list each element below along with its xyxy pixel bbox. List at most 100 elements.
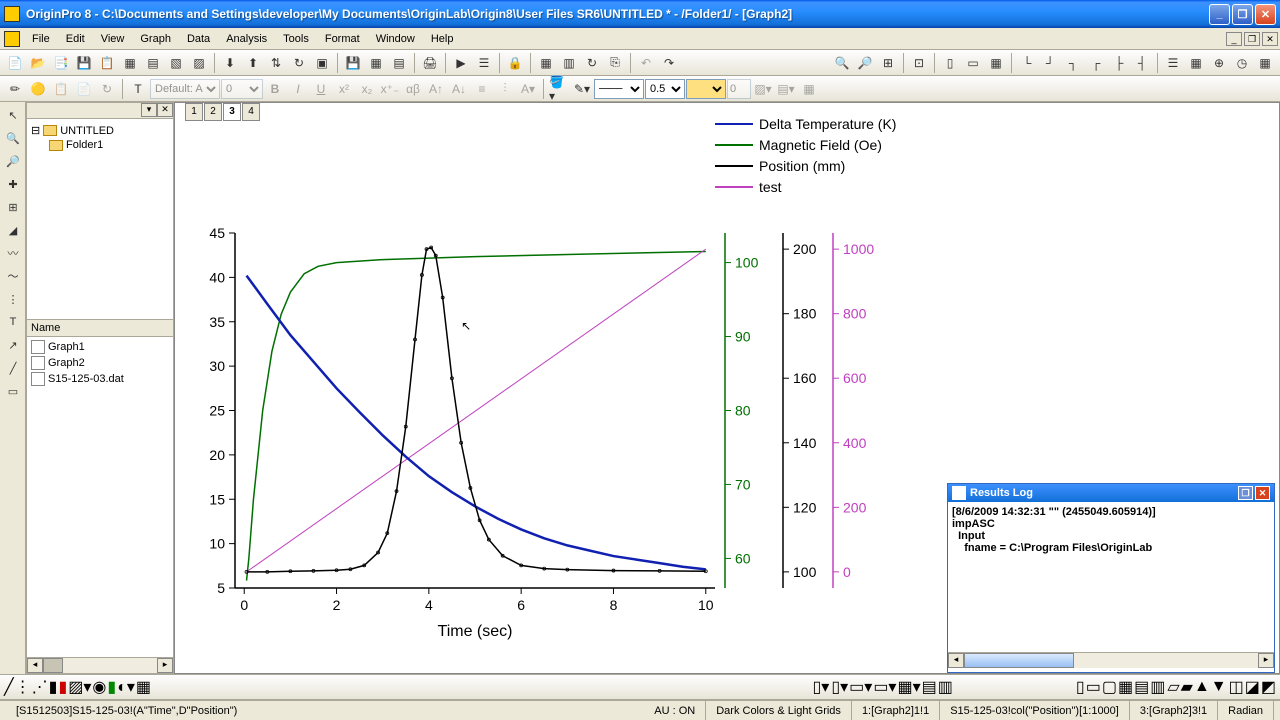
add-column-icon[interactable]: ▥: [558, 52, 580, 74]
new-workbook-icon[interactable]: ▦: [119, 52, 141, 74]
axis5-icon[interactable]: ├: [1108, 52, 1130, 74]
arrow-icon[interactable]: ↗: [2, 334, 24, 356]
slide-show-icon[interactable]: ☰: [473, 52, 495, 74]
zoom-out-icon[interactable]: 🔎: [854, 52, 876, 74]
menu-window[interactable]: Window: [368, 31, 423, 47]
template-plot-icon[interactable]: ▦: [136, 677, 151, 697]
refresh-icon[interactable]: ↻: [581, 52, 603, 74]
fill-color-icon[interactable]: 🪣▾: [548, 78, 570, 100]
line-plot-icon[interactable]: ╱: [4, 677, 14, 697]
3d-plot-icon[interactable]: ◐▾: [117, 677, 135, 697]
line-color-icon[interactable]: ✎▾: [571, 78, 593, 100]
menu-help[interactable]: Help: [423, 31, 462, 47]
results-log-body[interactable]: [8/6/2009 14:32:31 "" (2455049.605914)] …: [948, 502, 1274, 652]
mdi-close[interactable]: ✕: [1262, 32, 1278, 46]
axis2-icon[interactable]: ┘: [1039, 52, 1061, 74]
screen-reader-icon[interactable]: ⊡: [908, 52, 930, 74]
results-log-close[interactable]: ✕: [1255, 486, 1270, 500]
save-project-icon[interactable]: 💾: [342, 52, 364, 74]
duplicate-icon[interactable]: ⎘: [604, 52, 626, 74]
scroll-thumb[interactable]: [43, 658, 63, 673]
lock-icon[interactable]: 🔒: [504, 52, 526, 74]
import-multiple-icon[interactable]: ⇅: [265, 52, 287, 74]
close-button[interactable]: ✕: [1255, 4, 1276, 25]
results-icon[interactable]: ▤: [388, 52, 410, 74]
results-log-scrollbar[interactable]: ◂ ▸: [948, 652, 1274, 668]
graph-canvas[interactable]: 1 2 3 4 510152025303540450246810Time (se…: [174, 102, 1280, 674]
import-single-icon[interactable]: ⬆: [242, 52, 264, 74]
layer3-icon[interactable]: ⊕: [1208, 52, 1230, 74]
pointer-icon[interactable]: ↖: [2, 104, 24, 126]
draw-icon[interactable]: 〜: [2, 265, 24, 287]
line-style-select[interactable]: ───: [594, 79, 644, 99]
scroll-right[interactable]: ▸: [1258, 653, 1274, 668]
text-tool-icon[interactable]: ✏: [4, 78, 26, 100]
menu-data[interactable]: Data: [179, 31, 218, 47]
fill-tool-icon[interactable]: 🟡: [27, 78, 49, 100]
ungroup-icon[interactable]: ▥: [938, 677, 953, 697]
data-reader-icon[interactable]: ✚: [2, 173, 24, 195]
name-column-header[interactable]: Name: [27, 319, 173, 337]
file-item-graph1[interactable]: Graph1: [29, 339, 171, 355]
distribute-icon[interactable]: ▦▾: [897, 677, 920, 697]
panel-scrollbar[interactable]: ◂ ▸: [27, 657, 173, 673]
scroll-left[interactable]: ◂: [27, 658, 43, 673]
import-wizard-icon[interactable]: ⬇: [219, 52, 241, 74]
scatter-plot-icon[interactable]: ⋮: [15, 677, 31, 697]
new-project-icon[interactable]: 📄: [4, 52, 26, 74]
font-icon[interactable]: T: [127, 78, 149, 100]
menu-tools[interactable]: Tools: [275, 31, 317, 47]
tree-folder[interactable]: Folder1: [31, 138, 169, 152]
redo-icon[interactable]: ↷: [658, 52, 680, 74]
line-symbol-icon[interactable]: ⋰: [32, 677, 48, 697]
minimize-button[interactable]: _: [1209, 4, 1230, 25]
align-center-icon[interactable]: ▭▾: [849, 677, 872, 697]
menu-file[interactable]: File: [24, 31, 58, 47]
layer2-icon[interactable]: ▦: [1185, 52, 1207, 74]
panel-dropdown[interactable]: ▾: [141, 103, 157, 117]
roi-icon[interactable]: ⋮: [2, 288, 24, 310]
scroll-left[interactable]: ◂: [948, 653, 964, 668]
group-icon[interactable]: ▤: [922, 677, 937, 697]
menu-analysis[interactable]: Analysis: [218, 31, 275, 47]
text-icon[interactable]: T: [2, 311, 24, 333]
new-matrix-icon[interactable]: ▨: [188, 52, 210, 74]
save-template-icon[interactable]: 📋: [96, 52, 118, 74]
rescale-icon[interactable]: ⊞: [877, 52, 899, 74]
stack-plot-icon[interactable]: ▮: [107, 677, 116, 697]
layer-tab-2[interactable]: 2: [204, 103, 222, 121]
axis6-icon[interactable]: ┤: [1131, 52, 1153, 74]
zoom-in-icon[interactable]: 🔍: [831, 52, 853, 74]
new-excel-icon[interactable]: ▤: [142, 52, 164, 74]
menu-edit[interactable]: Edit: [58, 31, 93, 47]
panel1-icon[interactable]: ▯: [939, 52, 961, 74]
align-bottom-icon[interactable]: ▭▾: [873, 677, 896, 697]
mdi-restore[interactable]: ❐: [1244, 32, 1260, 46]
menu-view[interactable]: View: [93, 31, 133, 47]
axis3-icon[interactable]: ┐: [1062, 52, 1084, 74]
scroll-thumb[interactable]: [964, 653, 1074, 668]
data-selector-icon[interactable]: ⊞: [2, 196, 24, 218]
axis1-icon[interactable]: └: [1016, 52, 1038, 74]
save-icon[interactable]: 💾: [73, 52, 95, 74]
mdi-minimize[interactable]: _: [1226, 32, 1242, 46]
code-builder-icon[interactable]: ▦: [535, 52, 557, 74]
tree-root[interactable]: ⊟ UNTITLED: [31, 123, 169, 138]
layer-tab-4[interactable]: 4: [242, 103, 260, 121]
pie-plot-icon[interactable]: ◉: [92, 677, 106, 697]
bar-plot-icon[interactable]: ▮: [58, 677, 67, 697]
batch-icon[interactable]: ▣: [311, 52, 333, 74]
column-plot-icon[interactable]: ▮: [49, 677, 58, 697]
region-icon[interactable]: 〰: [2, 242, 24, 264]
line-width-select[interactable]: 0.5: [645, 79, 685, 99]
recalc-icon[interactable]: ▶: [450, 52, 472, 74]
layer-tab-3[interactable]: 3: [223, 103, 241, 121]
align-top-icon[interactable]: ▯▾: [831, 677, 848, 697]
layer1-icon[interactable]: ☰: [1162, 52, 1184, 74]
new-graph-icon[interactable]: ▧: [165, 52, 187, 74]
open-icon[interactable]: 📂: [27, 52, 49, 74]
reimport-icon[interactable]: ↻: [288, 52, 310, 74]
chart-legend[interactable]: Delta Temperature (K) Magnetic Field (Oe…: [715, 113, 896, 197]
explorer-icon[interactable]: ▦: [365, 52, 387, 74]
axis4-icon[interactable]: ┌: [1085, 52, 1107, 74]
